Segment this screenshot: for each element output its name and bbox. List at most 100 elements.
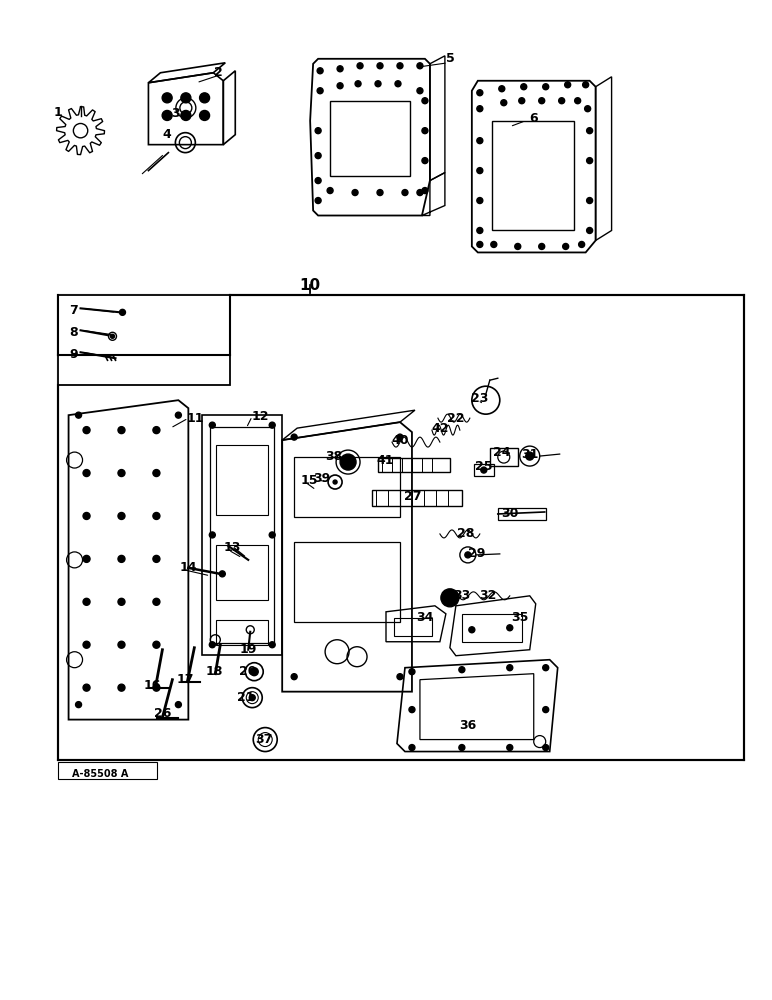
Circle shape xyxy=(395,81,401,87)
Circle shape xyxy=(315,153,321,159)
Bar xyxy=(378,458,450,472)
Circle shape xyxy=(219,571,225,577)
Circle shape xyxy=(587,158,593,164)
Circle shape xyxy=(469,627,475,633)
Circle shape xyxy=(250,668,258,676)
Circle shape xyxy=(118,555,125,562)
Circle shape xyxy=(269,532,275,538)
Text: 1: 1 xyxy=(53,106,62,119)
Text: 29: 29 xyxy=(468,547,486,560)
Text: 35: 35 xyxy=(511,611,529,624)
Circle shape xyxy=(477,168,482,174)
Circle shape xyxy=(397,674,403,680)
Text: 12: 12 xyxy=(252,410,269,423)
Circle shape xyxy=(153,512,160,519)
Text: 16: 16 xyxy=(144,679,161,692)
Bar xyxy=(58,762,157,779)
Text: 42: 42 xyxy=(431,422,449,435)
Circle shape xyxy=(543,745,549,751)
Circle shape xyxy=(355,81,361,87)
Text: 23: 23 xyxy=(471,392,489,405)
Circle shape xyxy=(209,642,215,648)
Circle shape xyxy=(317,68,323,74)
Circle shape xyxy=(291,434,297,440)
Text: 11: 11 xyxy=(187,412,204,425)
Circle shape xyxy=(83,427,90,434)
Circle shape xyxy=(499,86,505,92)
Circle shape xyxy=(110,334,114,338)
Circle shape xyxy=(181,93,191,103)
Bar xyxy=(372,490,462,506)
Circle shape xyxy=(118,427,125,434)
Circle shape xyxy=(175,702,181,708)
Circle shape xyxy=(564,82,571,88)
Circle shape xyxy=(153,427,160,434)
Circle shape xyxy=(526,452,533,460)
Circle shape xyxy=(317,88,323,94)
Circle shape xyxy=(543,707,549,713)
Text: 4: 4 xyxy=(162,128,171,141)
Bar xyxy=(58,295,744,760)
Text: A-85508 A: A-85508 A xyxy=(73,769,129,779)
Circle shape xyxy=(417,190,423,196)
Bar xyxy=(58,295,230,385)
Circle shape xyxy=(465,552,471,558)
Circle shape xyxy=(477,227,482,233)
Circle shape xyxy=(477,106,482,112)
Text: 39: 39 xyxy=(313,472,330,485)
Text: 7: 7 xyxy=(69,304,78,317)
Bar xyxy=(394,618,432,636)
Text: 25: 25 xyxy=(475,460,493,473)
Circle shape xyxy=(153,641,160,648)
Circle shape xyxy=(397,63,403,69)
Circle shape xyxy=(327,188,333,194)
Circle shape xyxy=(563,243,569,249)
Bar xyxy=(489,448,518,466)
Circle shape xyxy=(477,241,482,247)
Circle shape xyxy=(337,66,343,72)
Circle shape xyxy=(481,467,487,473)
Circle shape xyxy=(587,198,593,204)
Circle shape xyxy=(315,178,321,184)
Circle shape xyxy=(200,110,209,120)
Circle shape xyxy=(315,128,321,134)
Circle shape xyxy=(506,625,513,631)
Bar xyxy=(216,545,268,600)
Circle shape xyxy=(162,110,172,120)
Bar xyxy=(216,445,268,515)
Bar xyxy=(462,614,522,642)
Text: 32: 32 xyxy=(479,589,496,602)
Circle shape xyxy=(409,707,415,713)
Text: 24: 24 xyxy=(493,446,510,459)
Circle shape xyxy=(409,745,415,751)
Circle shape xyxy=(118,641,125,648)
Circle shape xyxy=(291,674,297,680)
Circle shape xyxy=(422,98,428,104)
Text: 19: 19 xyxy=(239,643,257,656)
Circle shape xyxy=(417,88,423,94)
Circle shape xyxy=(587,128,593,134)
Text: 27: 27 xyxy=(405,490,422,503)
Circle shape xyxy=(583,82,588,88)
Circle shape xyxy=(118,598,125,605)
Circle shape xyxy=(76,412,82,418)
Circle shape xyxy=(574,98,581,104)
Circle shape xyxy=(477,90,482,96)
Circle shape xyxy=(200,93,209,103)
Circle shape xyxy=(83,684,90,691)
Bar xyxy=(294,457,400,517)
Text: 37: 37 xyxy=(256,733,273,746)
Circle shape xyxy=(83,512,90,519)
Circle shape xyxy=(337,83,343,89)
Bar xyxy=(216,620,268,645)
Circle shape xyxy=(153,684,160,691)
Text: 41: 41 xyxy=(376,454,394,467)
Circle shape xyxy=(118,512,125,519)
Bar xyxy=(474,464,494,476)
Circle shape xyxy=(83,555,90,562)
Circle shape xyxy=(579,241,584,247)
Circle shape xyxy=(249,695,256,701)
Text: 8: 8 xyxy=(69,326,78,339)
Circle shape xyxy=(83,598,90,605)
Circle shape xyxy=(153,555,160,562)
